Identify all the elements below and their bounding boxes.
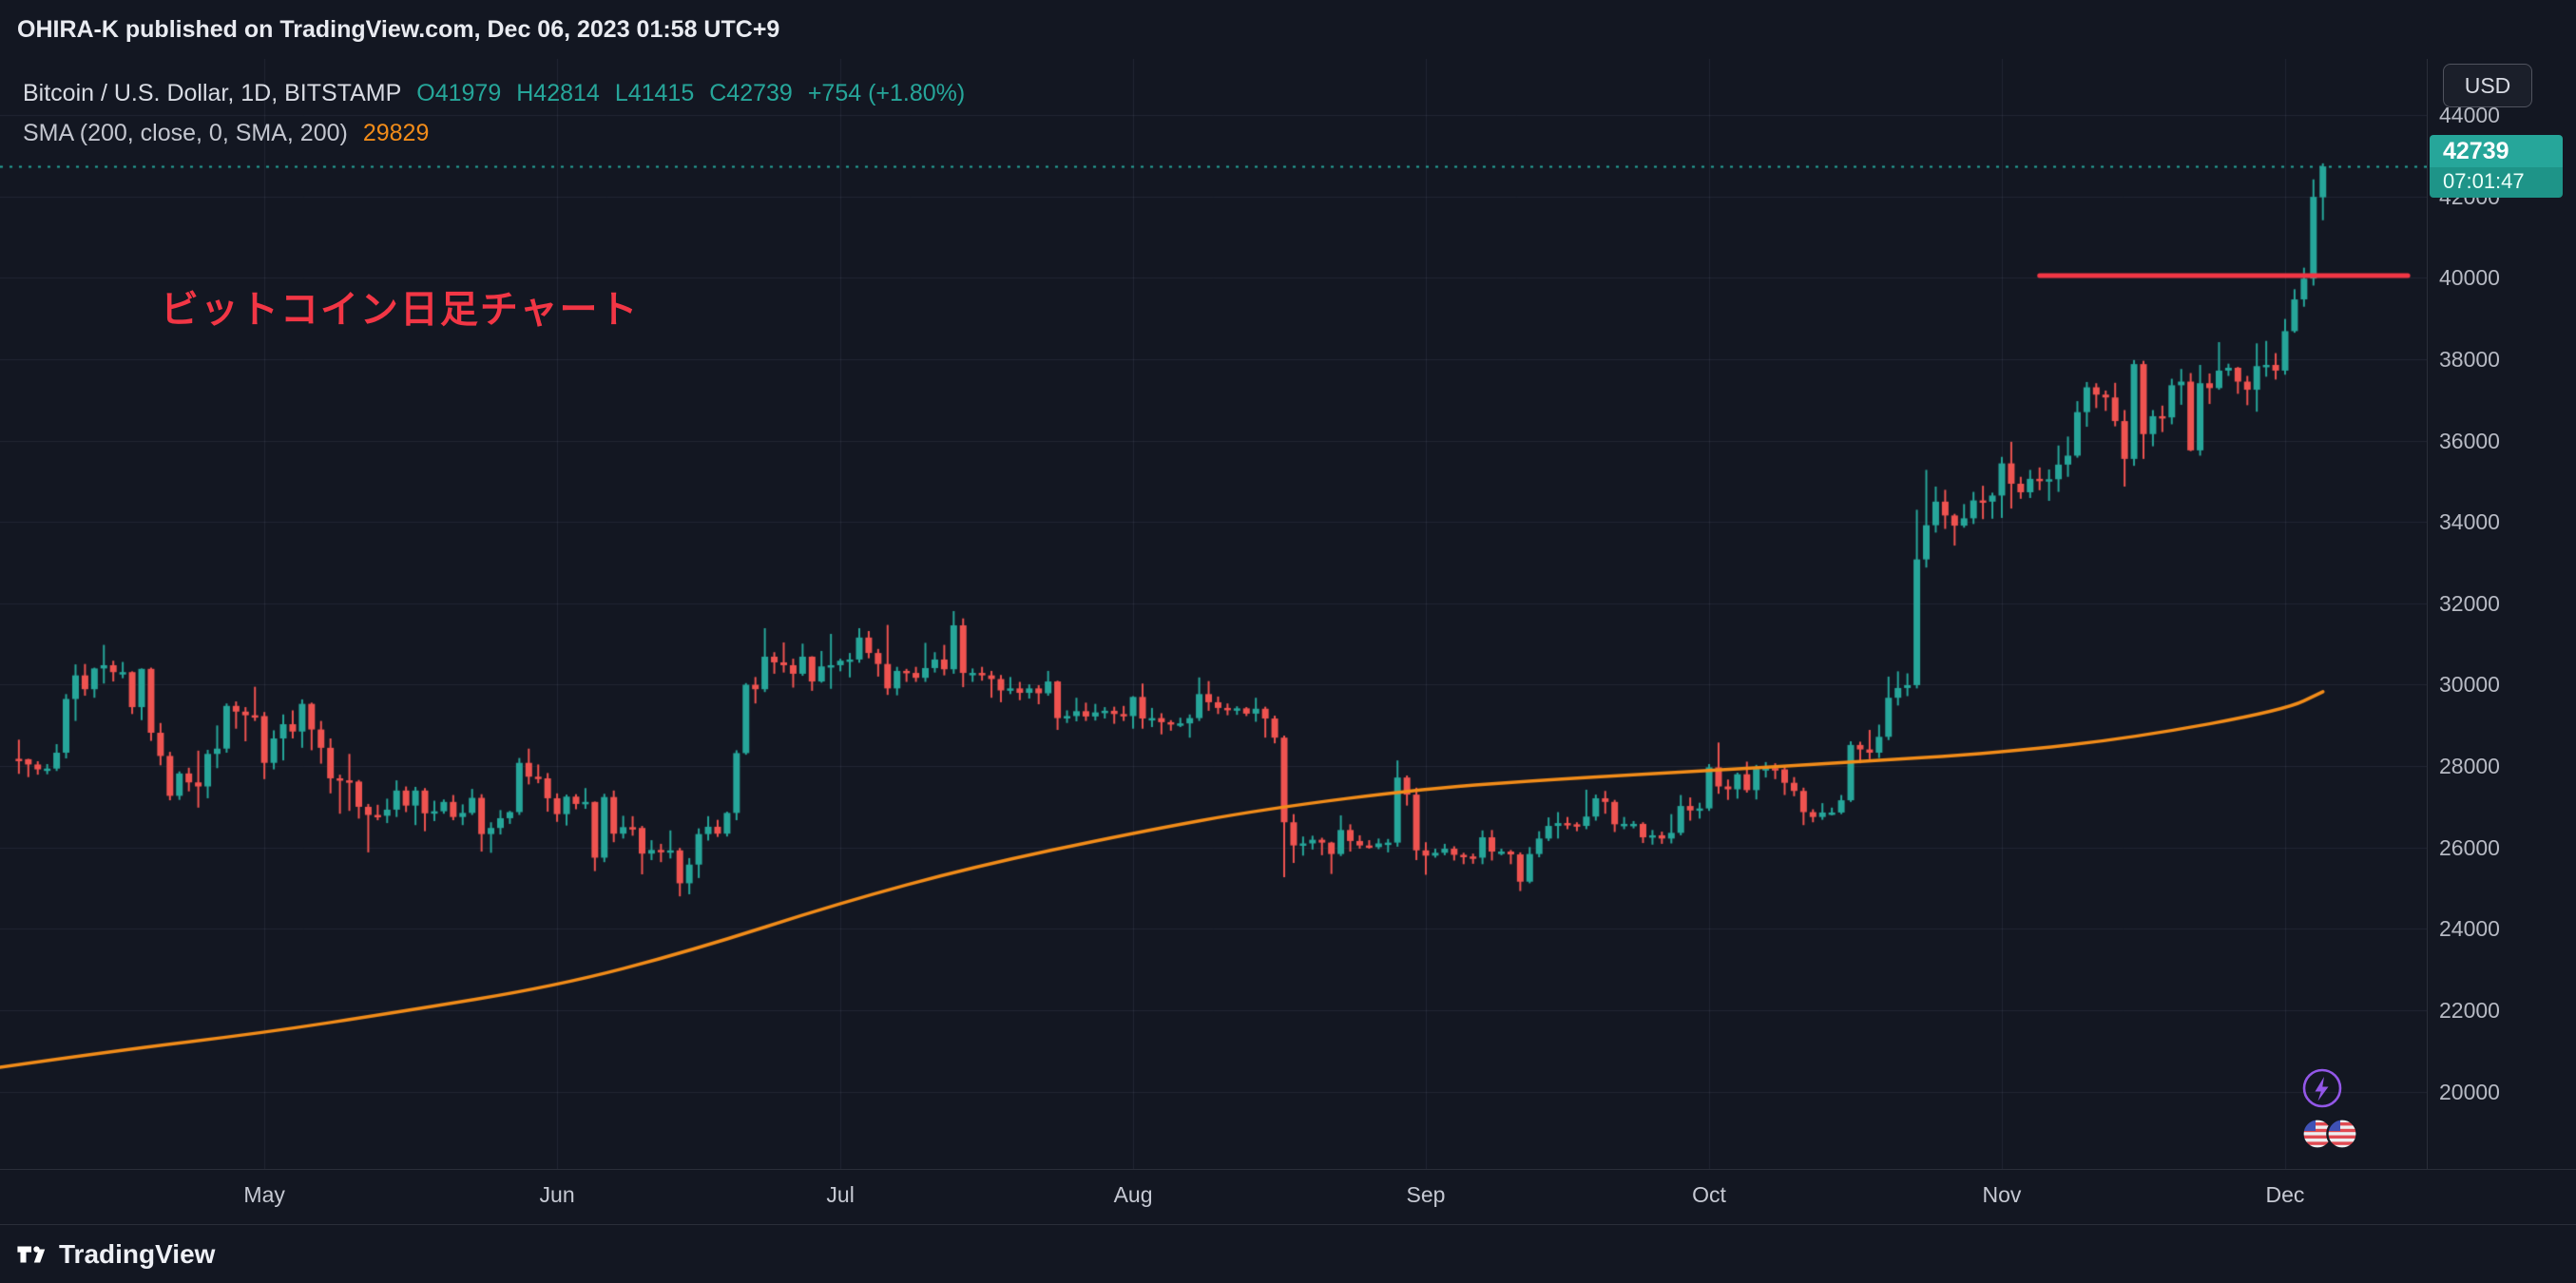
price-tick-label: 40000 bbox=[2439, 265, 2500, 291]
symbol-title[interactable]: Bitcoin / U.S. Dollar, 1D, BITSTAMP bbox=[23, 80, 402, 106]
price-tick-label: 34000 bbox=[2439, 509, 2500, 535]
time-tick-label: Nov bbox=[1982, 1182, 2022, 1207]
time-tick-label: Oct bbox=[1692, 1182, 1726, 1207]
sma-indicator-value: 29829 bbox=[362, 120, 430, 146]
price-tick-label: 22000 bbox=[2439, 998, 2500, 1024]
time-tick-label: Dec bbox=[2265, 1182, 2305, 1207]
time-tick-label: Jul bbox=[826, 1182, 855, 1207]
time-axis[interactable]: May Jun Jul Aug Sep Oct Nov Dec bbox=[0, 1169, 2576, 1224]
tradingview-brand-text[interactable]: TradingView bbox=[59, 1238, 216, 1269]
time-tick-label: Jun bbox=[539, 1182, 575, 1207]
price-tick-label: 24000 bbox=[2439, 916, 2500, 942]
tradingview-logo-icon[interactable] bbox=[15, 1238, 48, 1271]
price-tick-label: 36000 bbox=[2439, 428, 2500, 453]
change-value: +754 (+1.80%) bbox=[807, 80, 966, 106]
open-value: O41979 bbox=[416, 80, 502, 106]
time-tick-label: Aug bbox=[1113, 1182, 1153, 1207]
currency-toggle-button[interactable]: USD bbox=[2443, 64, 2532, 107]
boost-lightning-icon[interactable] bbox=[2300, 1066, 2344, 1115]
chart-text-annotation: ビットコイン日足チャート bbox=[160, 289, 640, 332]
last-price-value: 42739 bbox=[2430, 135, 2563, 168]
usd-currency-flags-icon bbox=[2298, 1114, 2363, 1159]
price-tick-label: 32000 bbox=[2439, 590, 2500, 616]
publish-header: OHIRA-K published on TradingView.com, De… bbox=[0, 0, 2576, 59]
high-value: H42814 bbox=[516, 80, 600, 106]
sma-indicator-label[interactable]: SMA (200, close, 0, SMA, 200) bbox=[23, 120, 348, 146]
close-value: C42739 bbox=[709, 80, 793, 106]
price-tick-label: 26000 bbox=[2439, 834, 2500, 860]
price-axis[interactable]: USD 42739 07:01:47 440004200040000380003… bbox=[2427, 59, 2576, 1169]
last-price-badge[interactable]: 42739 07:01:47 bbox=[2430, 135, 2563, 199]
price-chart-canvas[interactable] bbox=[0, 59, 2427, 1169]
bar-countdown: 07:01:47 bbox=[2430, 167, 2563, 199]
symbol-legend-row: Bitcoin / U.S. Dollar, 1D, BITSTAMP O419… bbox=[23, 80, 965, 120]
price-tick-label: 30000 bbox=[2439, 672, 2500, 698]
price-tick-label: 20000 bbox=[2439, 1079, 2500, 1104]
time-tick-label: Sep bbox=[1406, 1182, 1446, 1207]
price-tick-label: 38000 bbox=[2439, 346, 2500, 372]
footer-bar: TradingView bbox=[0, 1224, 2576, 1283]
chart-legend: Bitcoin / U.S. Dollar, 1D, BITSTAMP O419… bbox=[23, 80, 965, 160]
indicator-legend-row: SMA (200, close, 0, SMA, 200) 29829 bbox=[23, 120, 965, 160]
time-tick-label: May bbox=[243, 1182, 285, 1207]
low-value: L41415 bbox=[614, 80, 695, 106]
publish-header-text: OHIRA-K published on TradingView.com, De… bbox=[17, 15, 780, 43]
price-tick-label: 28000 bbox=[2439, 754, 2500, 779]
